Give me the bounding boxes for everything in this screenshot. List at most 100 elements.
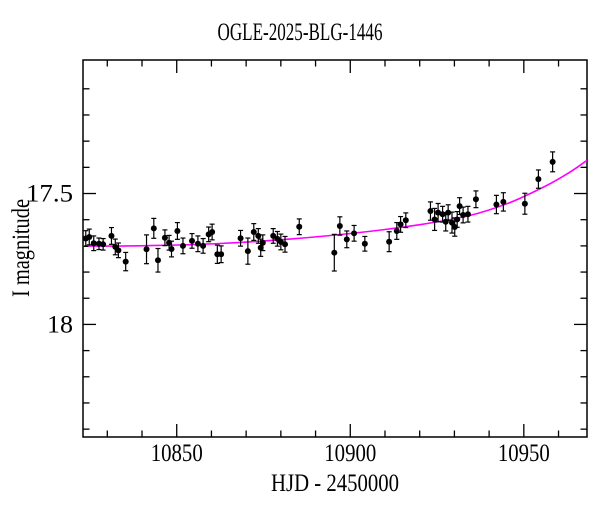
data-point-marker <box>402 217 409 224</box>
data-point <box>336 216 343 236</box>
data-point-marker <box>296 223 303 230</box>
y-tick-label: 17.5 <box>26 181 73 208</box>
data-point <box>200 237 207 254</box>
data-point-marker <box>259 239 266 246</box>
data-point-marker <box>108 232 115 239</box>
data-point-marker <box>445 209 452 216</box>
data-point <box>282 235 289 253</box>
data-point-marker <box>90 240 97 247</box>
data-point-marker <box>361 240 368 247</box>
data-point-marker <box>100 241 107 248</box>
data-point <box>549 151 556 173</box>
data-point <box>454 210 461 228</box>
data-point <box>521 192 528 215</box>
data-point <box>448 211 455 234</box>
data-point <box>296 218 303 236</box>
data-point-marker <box>179 242 186 249</box>
data-point <box>218 245 225 264</box>
data-point <box>122 251 129 272</box>
data-point-marker <box>343 236 350 243</box>
data-point-marker <box>456 203 463 210</box>
data-point-marker <box>427 208 434 215</box>
data-point <box>445 204 452 222</box>
model-curve-group <box>83 159 587 247</box>
data-point-marker <box>194 240 201 247</box>
data-point-marker <box>521 200 528 207</box>
data-point <box>535 169 542 189</box>
data-point <box>154 247 161 273</box>
data-point-marker <box>448 219 455 226</box>
data-point-marker <box>150 225 157 232</box>
data-point-marker <box>122 258 129 265</box>
data-point-marker <box>143 246 150 253</box>
data-point <box>500 192 507 212</box>
data-point <box>209 223 216 241</box>
data-point-marker <box>393 227 400 234</box>
chart-title: OGLE-2025-BLG-1446 <box>218 19 383 46</box>
data-point-marker <box>464 211 471 218</box>
data-point <box>493 194 500 215</box>
data-point-marker <box>351 230 358 237</box>
data-point-marker <box>154 257 161 264</box>
data-point-marker <box>115 247 122 254</box>
data-point <box>150 217 157 239</box>
data-point <box>168 240 175 258</box>
data-point <box>435 202 442 223</box>
data-point <box>143 234 150 265</box>
x-tick-label: 10850 <box>151 440 203 467</box>
data-point <box>237 229 244 247</box>
model-curve <box>83 159 587 247</box>
data-point <box>331 233 338 272</box>
data-point <box>351 224 358 242</box>
data-point <box>397 215 404 233</box>
data-point-marker <box>168 246 175 253</box>
data-point <box>386 231 393 253</box>
x-tick-label: 10900 <box>324 440 376 467</box>
data-point-marker <box>535 176 542 183</box>
data-point-marker <box>161 234 168 241</box>
data-point-marker <box>244 248 251 255</box>
data-point <box>90 235 97 252</box>
data-point <box>194 235 201 253</box>
data-point-marker <box>86 233 93 240</box>
data-point-marker <box>336 222 343 229</box>
data-point-marker <box>549 158 556 165</box>
data-point <box>115 242 122 259</box>
data-point-marker <box>174 227 181 234</box>
data-point-marker <box>270 232 277 239</box>
data-point <box>361 235 368 252</box>
data-point-marker <box>454 216 461 223</box>
data-point-marker <box>237 235 244 242</box>
data-point-marker <box>460 211 467 218</box>
data-point-marker <box>435 209 442 216</box>
data-point <box>179 237 186 255</box>
data-point-marker <box>500 198 507 205</box>
data-point <box>244 237 251 265</box>
data-point <box>188 232 195 249</box>
data-point <box>250 223 257 241</box>
data-point-marker <box>250 229 257 236</box>
data-point-marker <box>472 196 479 203</box>
data-point <box>472 190 479 209</box>
data-point-marker <box>209 229 216 236</box>
data-point-marker <box>282 241 289 248</box>
axis-ticks <box>83 60 587 437</box>
data-point-marker <box>188 237 195 244</box>
plot-frame <box>82 59 588 438</box>
data-point <box>161 229 168 247</box>
data-point-marker <box>386 238 393 245</box>
data-point <box>431 207 438 232</box>
data-point <box>108 226 115 245</box>
data-point <box>464 205 471 223</box>
data-point <box>270 228 277 244</box>
data-point <box>255 228 262 244</box>
data-point-marker <box>431 216 438 223</box>
y-axis-label: I magnitude <box>8 199 35 297</box>
data-point-marker <box>218 251 225 258</box>
data-point <box>402 212 409 229</box>
y-tick-label: 18 <box>47 311 73 338</box>
x-tick-label: 10950 <box>498 440 550 467</box>
data-point <box>460 206 467 224</box>
